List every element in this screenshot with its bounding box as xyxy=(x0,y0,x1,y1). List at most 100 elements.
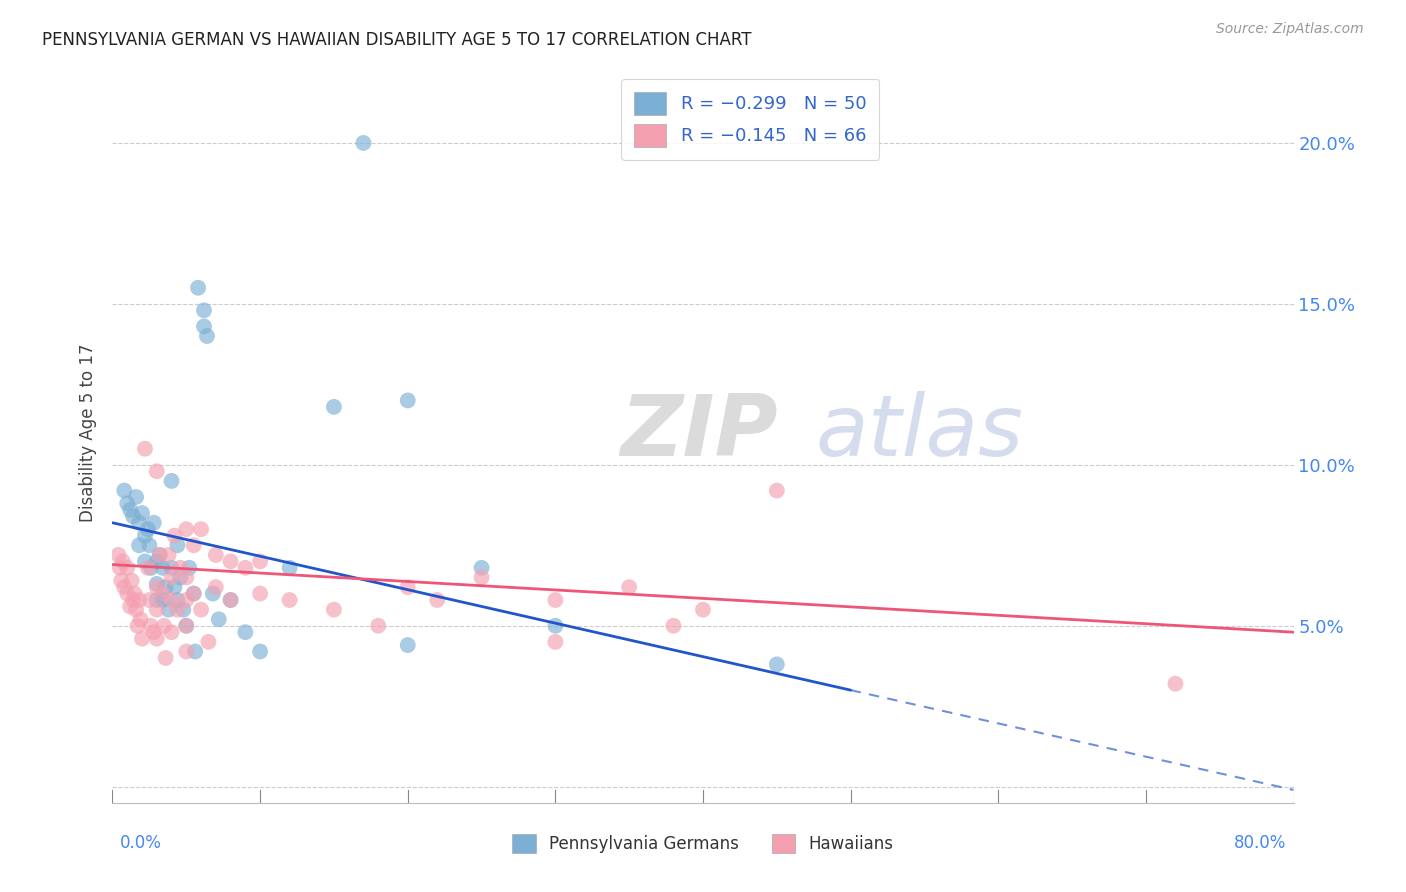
Point xyxy=(205,580,228,594)
Point xyxy=(183,586,205,600)
Point xyxy=(157,548,180,562)
Point xyxy=(426,593,449,607)
Point xyxy=(278,561,301,575)
Point xyxy=(249,554,271,568)
Point xyxy=(128,593,150,607)
Point xyxy=(153,619,176,633)
Point xyxy=(149,548,172,562)
Point xyxy=(136,522,159,536)
Point xyxy=(146,602,169,616)
Point xyxy=(134,442,156,456)
Point xyxy=(108,561,131,575)
Point xyxy=(134,528,156,542)
Point xyxy=(117,496,138,510)
Point xyxy=(107,548,129,562)
Point xyxy=(146,464,169,478)
Point xyxy=(146,593,169,607)
Point xyxy=(124,586,146,600)
Point xyxy=(619,580,641,594)
Point xyxy=(187,281,209,295)
Point xyxy=(193,303,215,318)
Point xyxy=(249,644,271,658)
Point xyxy=(1164,676,1187,690)
Point xyxy=(184,644,207,658)
Point xyxy=(155,651,177,665)
Legend: Pennsylvania Germans, Hawaiians: Pennsylvania Germans, Hawaiians xyxy=(503,825,903,861)
Point xyxy=(139,619,162,633)
Point xyxy=(172,602,194,616)
Point xyxy=(323,602,346,616)
Point xyxy=(179,561,201,575)
Point xyxy=(152,593,174,607)
Point xyxy=(544,619,567,633)
Point xyxy=(249,586,271,600)
Point xyxy=(201,586,224,600)
Point xyxy=(174,593,197,607)
Point xyxy=(396,580,419,594)
Point xyxy=(149,548,172,562)
Point xyxy=(208,612,231,626)
Point xyxy=(396,393,419,408)
Point xyxy=(142,625,165,640)
Point xyxy=(163,580,186,594)
Point xyxy=(174,619,197,633)
Point xyxy=(125,602,148,616)
Point xyxy=(174,619,197,633)
Point xyxy=(129,612,152,626)
Point xyxy=(193,319,215,334)
Point xyxy=(183,538,205,552)
Point xyxy=(169,561,191,575)
Point xyxy=(120,599,142,614)
Point xyxy=(139,561,162,575)
Point xyxy=(138,593,160,607)
Point xyxy=(131,632,153,646)
Point xyxy=(174,644,197,658)
Point xyxy=(174,570,197,584)
Y-axis label: Disability Age 5 to 17: Disability Age 5 to 17 xyxy=(79,343,97,522)
Point xyxy=(166,602,188,616)
Point xyxy=(662,619,685,633)
Point xyxy=(152,586,174,600)
Point xyxy=(131,506,153,520)
Point xyxy=(155,580,177,594)
Point xyxy=(396,638,419,652)
Point xyxy=(142,516,165,530)
Point xyxy=(128,538,150,552)
Text: 0.0%: 0.0% xyxy=(120,834,162,852)
Point xyxy=(352,136,374,150)
Point xyxy=(152,561,174,575)
Point xyxy=(195,329,218,343)
Point xyxy=(470,561,494,575)
Point xyxy=(174,522,197,536)
Point xyxy=(190,602,212,616)
Point xyxy=(136,561,159,575)
Point xyxy=(233,561,256,575)
Point xyxy=(278,593,301,607)
Point xyxy=(166,593,188,607)
Point xyxy=(205,548,228,562)
Point xyxy=(122,593,145,607)
Point xyxy=(146,632,169,646)
Point xyxy=(146,554,169,568)
Text: ZIP: ZIP xyxy=(620,391,778,475)
Point xyxy=(122,509,145,524)
Point xyxy=(544,593,567,607)
Point xyxy=(219,593,242,607)
Point xyxy=(233,625,256,640)
Point xyxy=(110,574,132,588)
Point xyxy=(166,538,188,552)
Point xyxy=(692,602,714,616)
Point xyxy=(470,570,494,584)
Point xyxy=(128,516,150,530)
Point xyxy=(160,593,183,607)
Text: 80.0%: 80.0% xyxy=(1234,834,1286,852)
Point xyxy=(117,561,138,575)
Point xyxy=(197,635,219,649)
Point xyxy=(120,503,142,517)
Point xyxy=(121,574,143,588)
Text: atlas: atlas xyxy=(815,391,1024,475)
Point xyxy=(127,619,149,633)
Point xyxy=(125,490,148,504)
Point xyxy=(112,580,135,594)
Point xyxy=(323,400,346,414)
